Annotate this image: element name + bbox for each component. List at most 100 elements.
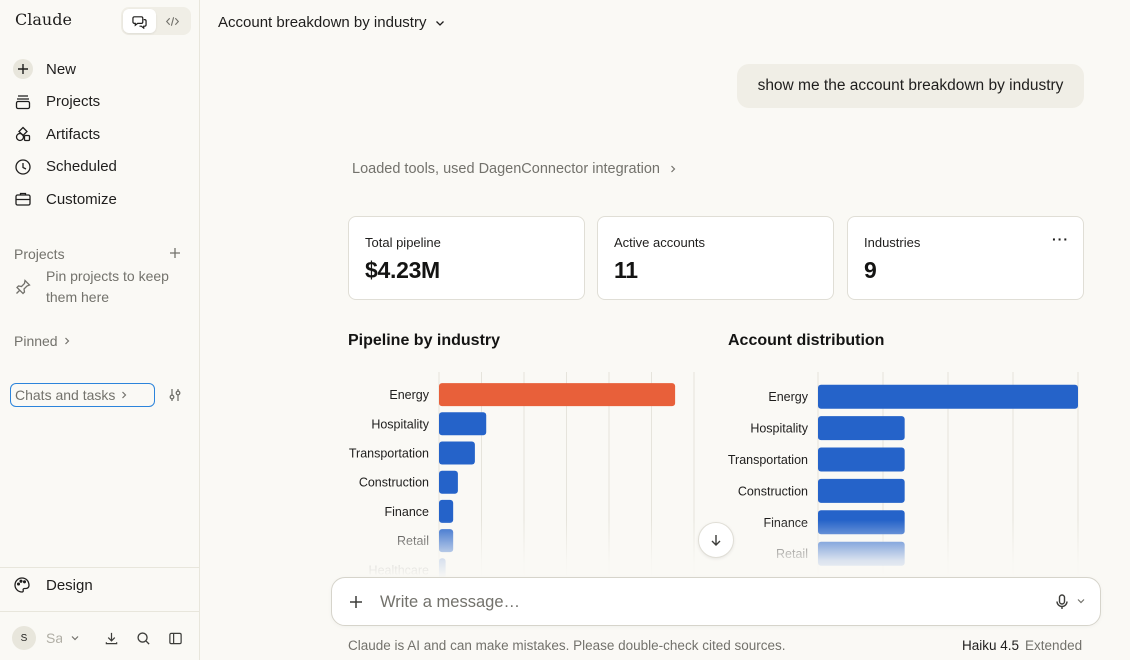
pin-icon	[14, 266, 32, 308]
distribution-chart: Energy Hospitality Transportation Construct…	[720, 372, 1090, 578]
pinned-section-toggle[interactable]: Pinned	[14, 333, 72, 349]
sidebar-nav: New Projects Artifacts Scheduled Customi…	[0, 53, 200, 216]
chart-bar	[439, 441, 475, 465]
chat-mode-button[interactable]	[123, 9, 156, 33]
tick-label: Retail	[397, 534, 429, 548]
chats-filter-label: Chats and tasks	[15, 387, 116, 403]
sidebar-item-label: Artifacts	[46, 125, 101, 143]
chart-bar	[439, 529, 454, 553]
microphone-button[interactable]	[1053, 593, 1071, 611]
sidebar-item-label: New	[46, 60, 77, 78]
download-icon[interactable]	[102, 629, 120, 647]
sidebar-item-new[interactable]: New	[0, 53, 200, 86]
avatar: S	[12, 626, 36, 650]
chart-bar	[439, 558, 446, 578]
sidebar-item-design[interactable]: Design	[13, 576, 93, 594]
tick-label: Healthcare	[369, 563, 429, 577]
user-menu[interactable]: S Sa	[12, 626, 80, 650]
tick-label: Energy	[389, 388, 429, 402]
pin-projects-hint: Pin projects to keep them here	[14, 266, 186, 308]
tick-label: Hospitality	[750, 422, 808, 436]
page-title: Account breakdown by industry	[218, 14, 427, 31]
chevron-down-icon	[436, 20, 445, 26]
sidebar-item-label: Scheduled	[46, 158, 117, 176]
distribution-chart-svg: Energy Hospitality Transportation Construct…	[728, 372, 1079, 576]
tick-label: Finance	[764, 516, 809, 530]
chart-bar	[818, 384, 1078, 409]
briefcase-icon	[13, 189, 33, 209]
mode-toggle	[121, 7, 191, 35]
search-icon[interactable]	[134, 629, 152, 647]
chevron-down-icon	[71, 636, 79, 641]
tools-used-label: Loaded tools, used DagenConnector integr…	[352, 161, 660, 177]
sidebar-item-scheduled[interactable]: Scheduled	[0, 151, 200, 184]
sidebar-item-label: Projects	[46, 93, 101, 111]
user-message: show me the account breakdown by industr…	[737, 64, 1084, 108]
chart-title-distribution: Account distribution	[728, 332, 885, 349]
sidebar-item-customize[interactable]: Customize	[0, 183, 200, 216]
stat-card-total-pipeline: Total pipeline $4.23M	[348, 216, 585, 300]
brand-logo[interactable]: Claude	[15, 10, 72, 29]
divider	[0, 611, 199, 612]
add-project-button[interactable]	[167, 245, 183, 261]
tick-label: Hospitality	[371, 417, 429, 431]
chevron-right-icon	[671, 165, 676, 173]
sidebar-item-projects[interactable]: Projects	[0, 86, 200, 119]
more-options-icon[interactable]: ···	[1052, 231, 1069, 247]
tick-label: Transportation	[349, 447, 429, 461]
tick-label: Energy	[768, 390, 808, 404]
pipeline-chart: Energy Hospitality Transportation Construct…	[340, 372, 700, 578]
stat-label: Active accounts	[614, 235, 706, 250]
stat-value: 11	[614, 257, 638, 283]
clock-icon	[13, 157, 33, 177]
message-input[interactable]	[380, 588, 1020, 616]
chart-bar	[439, 499, 454, 523]
stat-label: Industries	[864, 235, 921, 250]
palette-icon	[13, 576, 33, 594]
tick-label: Construction	[738, 484, 808, 498]
pipeline-chart-svg: Energy Hospitality Transportation Construct…	[349, 372, 695, 578]
chart-bar	[818, 541, 905, 566]
chevron-right-icon	[64, 337, 69, 345]
ai-disclaimer: Claude is AI and can make mistakes. Plea…	[348, 638, 786, 653]
plus-icon	[170, 248, 180, 258]
chart-title-pipeline: Pipeline by industry	[348, 332, 501, 349]
chart-bar	[439, 412, 487, 436]
tick-label: Transportation	[728, 453, 808, 467]
microphone-icon	[1056, 594, 1068, 609]
chart-bar	[818, 478, 905, 503]
sidebar: Claude New Projects Artifacts Scheduled …	[0, 0, 200, 660]
code-icon	[165, 16, 180, 26]
model-name: Haiku 4.5	[962, 638, 1020, 653]
pinned-label: Pinned	[14, 333, 58, 349]
pin-hint-text: Pin projects to keep them here	[46, 268, 169, 305]
stat-value: 9	[864, 257, 877, 283]
chart-bar	[818, 447, 905, 472]
design-label: Design	[46, 576, 93, 594]
plus-icon	[350, 596, 362, 608]
tick-label: Retail	[776, 547, 808, 561]
sidebar-item-label: Customize	[46, 190, 117, 208]
chevron-down-icon[interactable]	[1076, 596, 1086, 606]
sidebar-item-artifacts[interactable]: Artifacts	[0, 118, 200, 151]
chats-and-tasks-filter[interactable]: Chats and tasks	[10, 383, 155, 407]
stat-value: $4.23M	[365, 257, 440, 283]
plus-icon	[13, 59, 33, 80]
add-attachment-button[interactable]	[347, 593, 365, 611]
conversation-title-menu[interactable]: Account breakdown by industry	[218, 14, 446, 31]
chart-bar	[818, 416, 905, 441]
stat-label: Total pipeline	[365, 235, 441, 250]
chevron-right-icon	[122, 391, 127, 399]
tools-used-toggle[interactable]: Loaded tools, used DagenConnector integr…	[352, 161, 678, 177]
projects-icon	[13, 92, 33, 112]
model-selector[interactable]: Haiku 4.5 Extended	[962, 638, 1082, 653]
sidebar-toggle-icon[interactable]	[166, 629, 184, 647]
chart-bar	[439, 383, 676, 407]
filter-settings-icon[interactable]	[166, 386, 184, 404]
stat-card-active-accounts: Active accounts 11	[597, 216, 834, 300]
tick-label: Finance	[385, 505, 430, 519]
code-mode-button[interactable]	[156, 9, 189, 33]
projects-section-label: Projects	[14, 246, 65, 262]
scroll-to-bottom-button[interactable]	[698, 522, 734, 558]
chat-bubbles-icon	[132, 15, 147, 29]
